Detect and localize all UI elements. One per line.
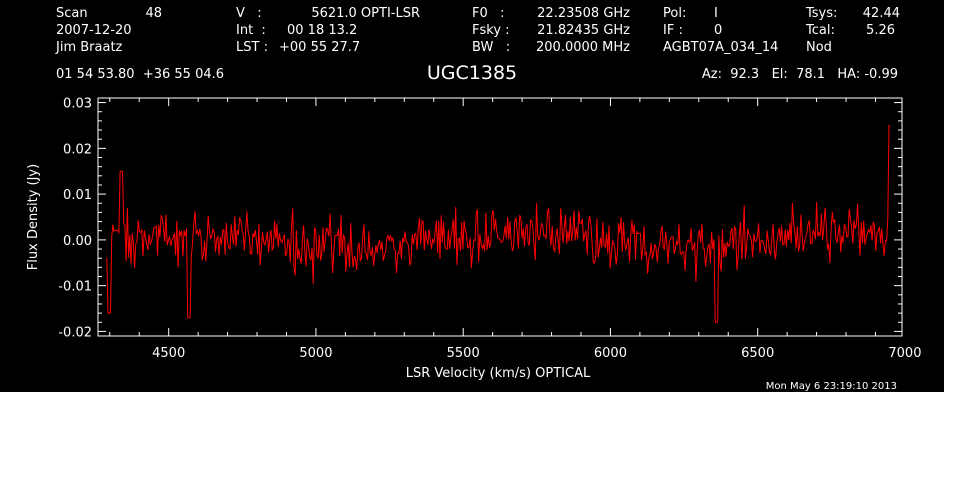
x-tick-label: 5500 (447, 346, 480, 361)
procedure-name: Nod (806, 40, 832, 55)
x-tick-label: 6500 (741, 346, 774, 361)
y-tick-label: 0.01 (63, 188, 92, 203)
az-el-ha: Az: 92.3 El: 78.1 HA: -0.99 (702, 67, 898, 82)
bw-label: BW : (472, 40, 510, 55)
int-value: 00 18 13.2 (287, 23, 357, 38)
tsys-label: Tsys: (805, 6, 837, 21)
y-tick-label: 0.03 (63, 97, 92, 112)
lst-label: LST : (236, 40, 268, 55)
pol-value: I (714, 6, 718, 21)
tick-layer: 4500 5000 5500 6000 6500 7000 -0.02 -0.01 0.00 0.… (58, 97, 921, 361)
spectrum-plot: Scan 48 2007-12-20 Jim Braatz V : 5621.0… (26, 6, 921, 392)
plot-frame (97, 97, 903, 337)
bw-value: 200.0000 MHz (536, 40, 630, 55)
tsys-value: 42.44 (863, 6, 900, 21)
x-tick-label: 4500 (152, 346, 185, 361)
y-tick-label: 0.02 (63, 142, 92, 157)
if-label: IF : (663, 23, 683, 38)
f0-label: F0 : (472, 6, 505, 21)
source-name: UGC1385 (427, 62, 517, 84)
pol-label: Pol: (663, 6, 686, 21)
fsky-label: Fsky : (472, 23, 510, 38)
project-id: AGBT07A_034_14 (663, 40, 778, 55)
source-coordinates: 01 54 53.80 +36 55 04.6 (56, 67, 224, 82)
lst-value: +00 55 27.7 (279, 40, 360, 55)
velocity-value: 5621.0 OPTI-LSR (311, 6, 420, 21)
y-axis-label: Flux Density (Jy) (26, 164, 41, 270)
if-value: 0 (714, 23, 722, 38)
plot-timestamp: Mon May 6 23:19:10 2013 (766, 381, 897, 392)
series-layer (106, 125, 891, 323)
scan-label: Scan (56, 6, 88, 21)
scan-value: 48 (145, 6, 162, 21)
f0-value: 22.23508 GHz (537, 6, 630, 21)
y-tick-label: -0.02 (58, 325, 92, 340)
y-tick-label: -0.01 (58, 280, 92, 295)
velocity-label: V : (236, 6, 262, 21)
observer-name: Jim Braatz (55, 40, 123, 55)
tcal-label: Tcal: (805, 23, 835, 38)
x-axis-label: LSR Velocity (km/s) OPTICAL (406, 366, 591, 381)
x-tick-label: 6000 (594, 346, 627, 361)
fsky-value: 21.82435 GHz (537, 23, 630, 38)
int-label: Int : (236, 23, 266, 38)
y-tick-label: 0.00 (63, 234, 92, 249)
tcal-value: 5.26 (866, 23, 895, 38)
observation-date: 2007-12-20 (56, 23, 132, 38)
spectrum-series-line (106, 125, 891, 323)
x-tick-label: 7000 (888, 346, 921, 361)
spectrum-plot-panel: Scan 48 2007-12-20 Jim Braatz V : 5621.0… (0, 0, 944, 392)
x-tick-label: 5000 (299, 346, 332, 361)
